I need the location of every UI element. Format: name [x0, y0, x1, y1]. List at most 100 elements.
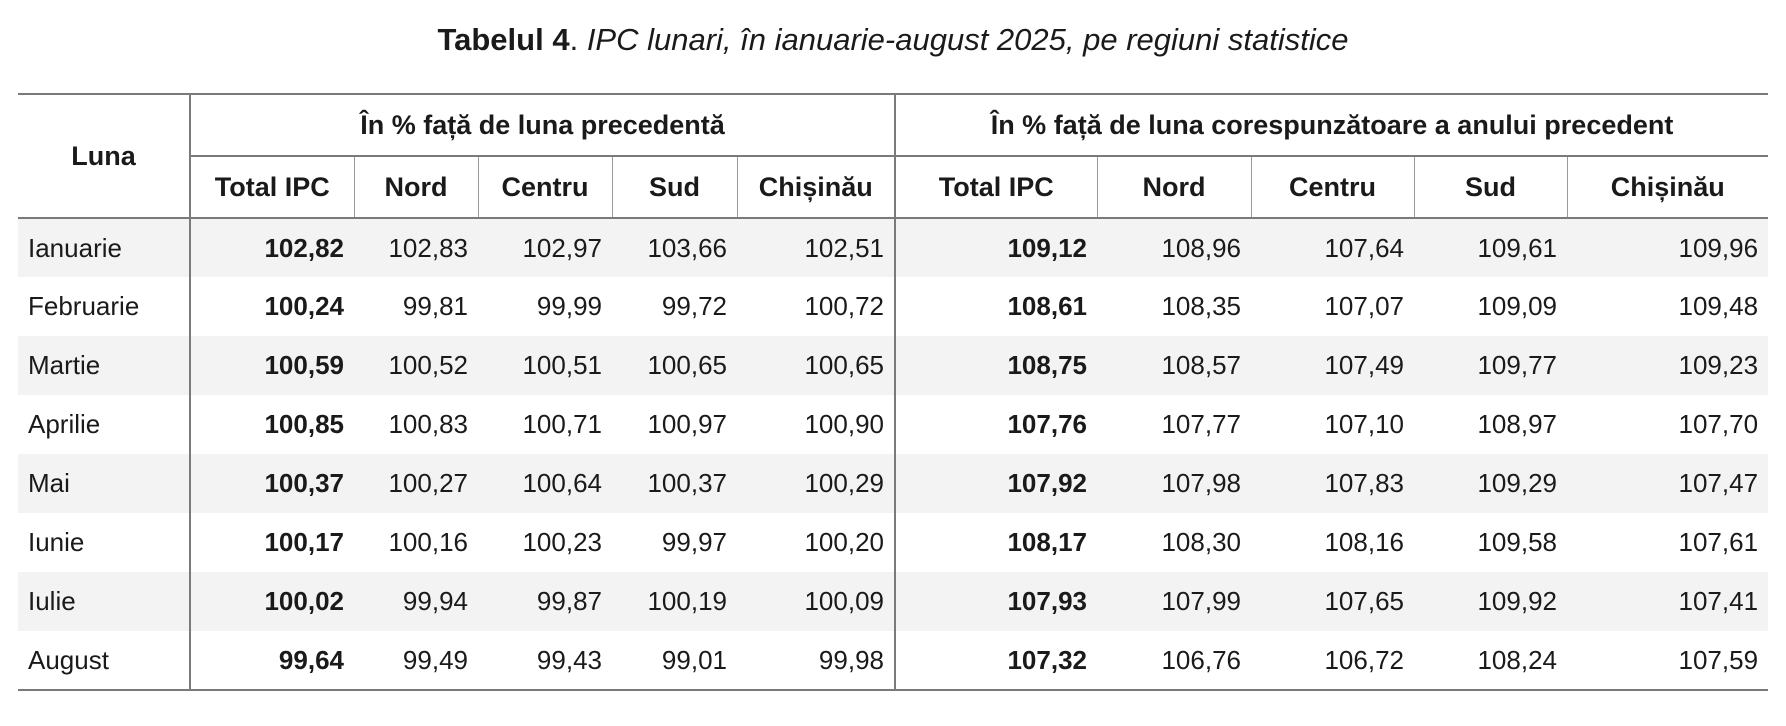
value-cell: 100,90: [737, 395, 896, 454]
table-row: Februarie 100,24 99,81 99,99 99,72 100,7…: [18, 277, 1768, 336]
column-header-chisinau: Chișinău: [737, 156, 896, 219]
value-cell: 100,85: [264, 409, 344, 439]
value-cell: 99,64: [190, 631, 354, 691]
value-cell: 108,24: [1414, 631, 1567, 691]
value-cell: 99,43: [478, 631, 612, 691]
table-row: Iulie 100,02 99,94 99,87 100,19 100,09 1…: [18, 572, 1769, 631]
value-cell: 109,61: [1477, 232, 1557, 263]
table-title-prefix: Tabelul 4: [437, 22, 570, 57]
value-cell: 102,83: [388, 232, 468, 263]
value-cell: 102,82: [264, 232, 344, 263]
value-cell: 100,16: [388, 527, 468, 557]
value-cell: 106,76: [1097, 631, 1251, 691]
value-cell: 108,96: [1161, 232, 1241, 263]
value-cell: 100,71: [522, 409, 602, 439]
value-cell: 99,94: [402, 586, 468, 616]
value-cell: 109,12: [1007, 232, 1087, 263]
group-header-previous-month: În % față de luna precedentă: [190, 93, 896, 157]
value-cell: 100,64: [522, 468, 602, 498]
value-cell: 99,01: [612, 631, 737, 691]
value-cell: 100,72: [737, 277, 896, 336]
month-cell: Februarie: [18, 277, 191, 336]
value-cell: 108,17: [1007, 527, 1087, 557]
value-cell: 107,70: [1678, 409, 1759, 439]
value-cell: 100,02: [264, 586, 344, 616]
value-cell: 100,23: [522, 527, 602, 557]
table-header: Luna În % față de luna precedentă În % f…: [18, 93, 1769, 219]
month-cell: Iulie: [18, 572, 191, 631]
value-cell: 108,61: [1007, 291, 1087, 321]
value-cell: 107,98: [1161, 468, 1241, 498]
value-cell: 100,65: [647, 350, 727, 380]
value-cell: 100,19: [647, 586, 727, 616]
value-cell: 109,09: [1477, 291, 1557, 321]
value-cell: 102,51: [737, 218, 896, 277]
column-header-nord: Nord: [354, 156, 479, 219]
table-row: Aprilie 100,85 100,83 100,71 100,97 100,…: [18, 395, 1768, 454]
column-header-sud: Sud: [612, 156, 738, 219]
value-cell: 106,72: [1251, 631, 1414, 691]
value-cell: 100,52: [388, 350, 468, 380]
table-title: Tabelul 4. IPC lunari, în ianuarie-augus…: [0, 18, 1786, 62]
table-row: Mai 100,37 100,27 100,64 100,37 100,29 1…: [18, 454, 1769, 513]
header-group-row: Luna În % față de luna precedentă În % f…: [18, 93, 1769, 219]
value-cell: 99,81: [402, 291, 468, 321]
value-cell: 107,93: [1007, 586, 1087, 616]
ipc-table: Luna În % față de luna precedentă În % f…: [18, 93, 1769, 691]
value-cell: 99,72: [661, 291, 727, 321]
value-cell: 107,49: [1324, 350, 1404, 380]
value-cell: 99,98: [737, 631, 896, 691]
value-cell: 109,92: [1477, 586, 1557, 616]
column-header-chisinau: Chișinău: [1567, 156, 1769, 219]
value-cell: 109,29: [1477, 468, 1557, 498]
value-cell: 100,20: [737, 513, 896, 572]
value-cell: 107,99: [1161, 586, 1241, 616]
column-header-total-ipc: Total IPC: [190, 156, 355, 219]
value-cell: 108,75: [1007, 350, 1087, 380]
value-cell: 109,96: [1678, 232, 1759, 263]
value-cell: 100,37: [264, 468, 344, 498]
value-cell: 107,77: [1161, 409, 1241, 439]
month-cell: Mai: [18, 454, 191, 513]
column-header-centru: Centru: [1251, 156, 1415, 219]
value-cell: 99,97: [661, 527, 727, 557]
value-cell: 108,97: [1477, 409, 1557, 439]
value-cell: 99,99: [536, 291, 602, 321]
value-cell: 100,27: [388, 468, 468, 498]
value-cell: 108,35: [1161, 291, 1241, 321]
value-cell: 109,77: [1477, 350, 1557, 380]
value-cell: 100,65: [737, 336, 896, 395]
month-cell: Aprilie: [18, 395, 191, 454]
value-cell: 107,76: [1007, 409, 1087, 439]
month-cell: Martie: [18, 336, 191, 395]
value-cell: 108,57: [1161, 350, 1241, 380]
value-cell: 100,97: [647, 409, 727, 439]
value-cell: 100,59: [264, 350, 344, 380]
value-cell: 109,58: [1477, 527, 1557, 557]
value-cell: 108,16: [1324, 527, 1404, 557]
value-cell: 102,97: [522, 232, 602, 263]
table-row: Iunie 100,17 100,16 100,23 99,97 100,20 …: [18, 513, 1768, 572]
header-column-row: Total IPC Nord Centru Sud Chișinău Total…: [18, 156, 1769, 219]
value-cell: 107,32: [895, 631, 1097, 691]
value-cell: 107,65: [1324, 586, 1404, 616]
table-title-separator: .: [569, 22, 579, 57]
value-cell: 100,24: [264, 291, 344, 321]
column-header-total-ipc: Total IPC: [895, 156, 1098, 219]
month-cell: August: [18, 631, 191, 691]
value-cell: 107,41: [1678, 586, 1759, 616]
value-cell: 99,87: [536, 586, 602, 616]
value-cell: 100,17: [264, 527, 344, 557]
table-row: Martie 100,59 100,52 100,51 100,65 100,6…: [18, 336, 1769, 395]
value-cell: 100,83: [388, 409, 468, 439]
table-title-text: IPC lunari, în ianuarie-august 2025, pe …: [578, 22, 1349, 57]
value-cell: 109,23: [1678, 350, 1759, 380]
value-cell: 107,59: [1567, 631, 1769, 691]
value-cell: 99,49: [354, 631, 478, 691]
value-cell: 100,29: [737, 454, 896, 513]
value-cell: 100,37: [647, 468, 727, 498]
value-cell: 107,47: [1678, 468, 1759, 498]
month-column-header: Luna: [18, 93, 191, 219]
value-cell: 107,64: [1324, 232, 1404, 263]
column-header-centru: Centru: [478, 156, 613, 219]
